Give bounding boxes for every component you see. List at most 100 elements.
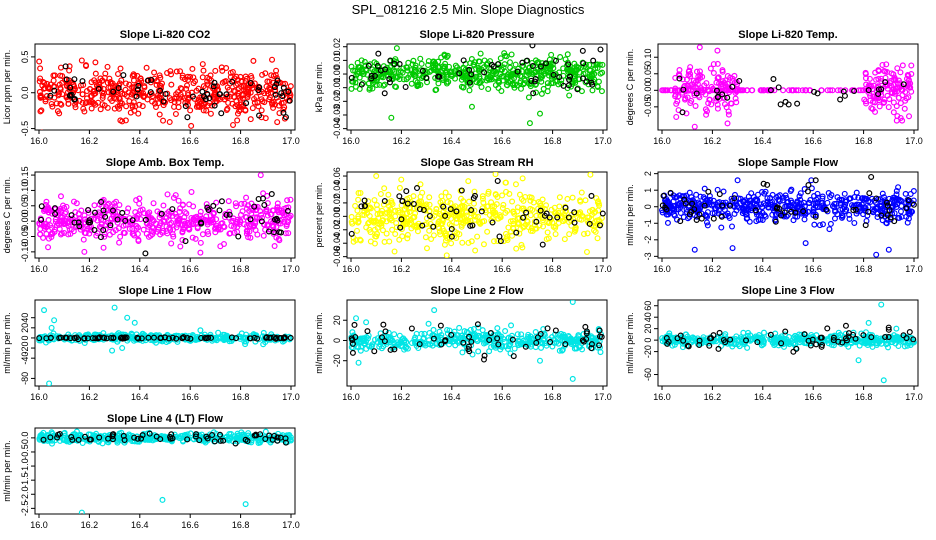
y-tick-label: 0.10 [643,48,653,66]
data-point [355,190,362,197]
data-point [150,337,157,344]
data-point [516,338,523,345]
data-point [503,188,510,195]
data-point [858,195,865,202]
data-point [472,247,479,254]
data-point [448,225,455,232]
data-point [830,337,837,344]
data-point [409,214,416,221]
data-point [457,216,464,223]
data-point [466,333,473,340]
data-point [140,90,147,97]
data-point [548,51,555,58]
data-point [120,72,127,79]
data-point [778,340,785,347]
x-tick-label: 16.4 [443,136,461,146]
data-point [584,230,591,237]
data-point [352,79,359,86]
data-point [443,252,450,258]
data-point [249,105,256,112]
data-point [142,250,149,257]
data-point [112,227,119,234]
data-point [792,209,799,216]
x-tick-label: 16.0 [30,520,48,530]
data-point [38,216,45,223]
data-point [852,206,859,213]
data-point [898,213,905,220]
data-point [379,334,386,341]
data-point [260,195,267,202]
data-point [565,214,572,221]
data-point [174,217,181,224]
data-point [590,337,597,344]
data-point [52,216,59,223]
data-point [188,188,195,195]
data-point [145,334,152,341]
data-point [469,351,476,358]
data-point [162,334,169,341]
data-point [170,226,177,233]
data-point [683,87,690,94]
data-point [166,119,173,126]
data-point [219,67,226,74]
y-tick-label: 0.00 [20,212,30,230]
data-point [810,200,817,207]
data-point [260,232,267,239]
data-point [410,205,417,212]
data-point [243,100,250,107]
data-point [37,92,44,99]
data-point [57,231,64,238]
data-point [539,241,546,248]
data-point [440,203,447,210]
data-point [479,205,486,212]
data-point [85,209,92,216]
data-point [169,334,176,341]
data-point [502,179,509,186]
data-point [513,245,520,252]
data-point [117,233,124,240]
data-point [395,207,402,214]
data-point [775,193,782,200]
data-point [274,200,281,207]
data-point [395,341,402,348]
data-point [98,198,105,205]
data-point [512,61,519,68]
data-point [274,77,281,84]
data-point [122,217,129,224]
data-point [430,232,437,239]
data-point [865,319,872,326]
x-tick-label: 16.8 [544,264,562,274]
data-point [818,87,825,94]
data-point [78,57,85,64]
data-point [386,79,393,86]
data-point [243,205,250,212]
data-point [524,57,531,64]
y-tick-label: 0.05 [643,65,653,83]
data-point [509,336,516,343]
y-tick-label: 40 [643,312,653,322]
data-point [764,195,771,202]
data-point [681,196,688,203]
y-tick-label: -0.5 [20,444,30,460]
data-point [846,215,853,222]
data-point [88,105,95,112]
data-point [484,228,491,235]
data-point [211,95,218,102]
data-point [714,105,721,112]
data-point [243,227,250,234]
data-point [219,220,226,227]
y-tick-label: -2.0 [20,487,30,503]
data-point [583,336,590,343]
data-point [444,330,451,337]
data-point [285,88,292,95]
data-point [456,231,463,238]
data-point [389,201,396,208]
data-point [261,201,268,208]
data-point [580,60,587,67]
data-point [197,208,204,215]
data-point [556,337,563,344]
data-point [276,237,283,244]
data-point [470,200,477,207]
